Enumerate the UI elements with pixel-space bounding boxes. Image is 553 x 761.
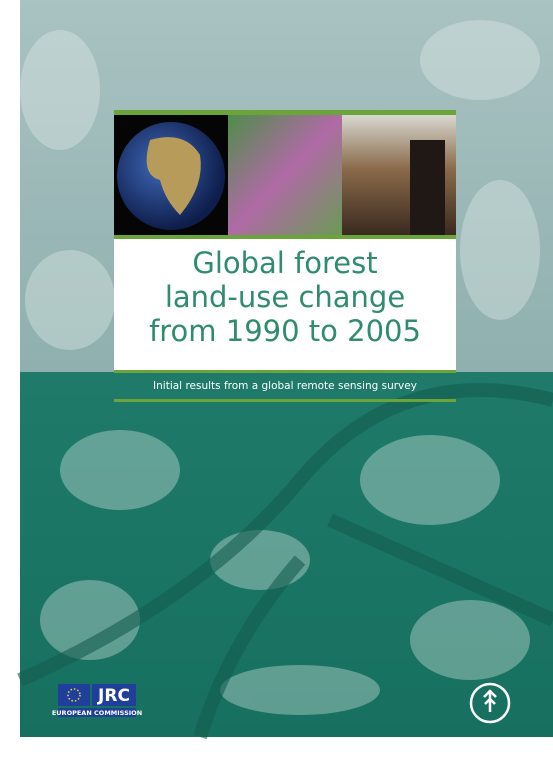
title-line: land-use change <box>165 280 405 314</box>
page: Global forest land-use change from 1990 … <box>0 0 553 761</box>
green-bar <box>114 399 456 402</box>
cover: Global forest land-use change from 1990 … <box>0 0 553 761</box>
jrc-text: JRC <box>97 686 130 706</box>
green-bar <box>114 235 456 239</box>
title-line: from 1990 to 2005 <box>149 314 421 348</box>
org-text: EUROPEAN COMMISSION <box>52 709 142 717</box>
green-bar <box>114 110 456 115</box>
title-line: Global forest <box>192 246 377 280</box>
subtitle: Initial results from a global remote sen… <box>153 380 417 392</box>
person <box>410 140 445 235</box>
green-bar <box>114 370 456 373</box>
eu-flag <box>58 684 90 706</box>
photo-satellite <box>228 115 342 235</box>
